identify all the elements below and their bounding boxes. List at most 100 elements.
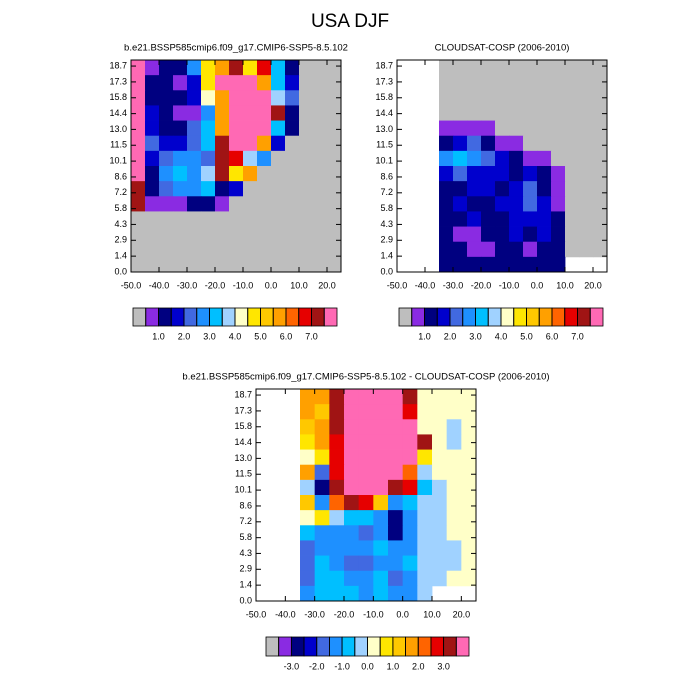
- heatmap-cell: [215, 166, 230, 182]
- heatmap-cell: [579, 226, 594, 243]
- heatmap-cell: [229, 226, 244, 243]
- heatmap-cell: [271, 90, 286, 106]
- heatmap-cell: [159, 241, 174, 258]
- x-tick-label: -30.0: [443, 280, 464, 290]
- heatmap-cell: [453, 181, 468, 197]
- heatmap-cell: [314, 434, 330, 450]
- heatmap-cell: [388, 570, 404, 587]
- heatmap-cell: [131, 105, 146, 121]
- heatmap-cell: [300, 404, 316, 420]
- heatmap-cell: [201, 226, 216, 243]
- heatmap-cell: [446, 495, 462, 511]
- heatmap-cell: [285, 120, 300, 137]
- colorbar-label: 2.0: [412, 661, 425, 671]
- colorbar-label: 7.0: [571, 331, 584, 341]
- heatmap-cell: [537, 135, 552, 152]
- heatmap-cell: [388, 449, 404, 466]
- heatmap-cell: [285, 150, 300, 167]
- heatmap-cell: [523, 135, 538, 152]
- heatmap-cell: [229, 196, 244, 212]
- heatmap-cell: [481, 120, 496, 137]
- heatmap-cell: [271, 60, 286, 76]
- heatmap-cell: [299, 256, 314, 273]
- heatmap-cell: [432, 510, 448, 526]
- colorbar-box: [158, 307, 172, 327]
- heatmap-cell: [159, 150, 174, 167]
- y-tick-label: 18.7: [375, 60, 393, 70]
- heatmap-cell: [453, 120, 468, 137]
- heatmap-cell: [229, 120, 244, 137]
- heatmap-cell: [446, 404, 462, 420]
- heatmap-cell: [327, 226, 342, 243]
- heatmap-cell: [329, 479, 345, 496]
- heatmap-cell: [187, 105, 202, 121]
- heatmap-cell: [579, 75, 594, 91]
- heatmap-cell: [187, 181, 202, 197]
- heatmap-cell: [300, 585, 316, 602]
- y-tick-label: 18.7: [109, 60, 127, 70]
- heatmap-cell: [402, 434, 418, 450]
- heatmap-cell: [593, 196, 608, 212]
- heatmap-cell: [358, 510, 374, 526]
- heatmap-cell: [329, 434, 345, 450]
- heatmap-cell: [329, 555, 345, 572]
- heatmap-cell: [432, 525, 448, 541]
- heatmap-cell: [432, 404, 448, 420]
- heatmap-cell: [481, 60, 496, 76]
- heatmap-cell: [285, 211, 300, 227]
- heatmap-cell: [187, 135, 202, 152]
- heatmap-cell: [300, 434, 316, 450]
- heatmap-cell: [358, 419, 374, 435]
- heatmap-cell: [593, 60, 608, 76]
- heatmap-cell: [467, 196, 482, 212]
- heatmap-cell: [131, 211, 146, 227]
- heatmap-cell: [229, 256, 244, 273]
- heatmap-cell: [314, 419, 330, 435]
- heatmap-cell: [358, 464, 374, 481]
- heatmap-cell: [565, 60, 580, 76]
- colorbar-box: [367, 636, 381, 657]
- heatmap-cell: [229, 181, 244, 197]
- heatmap-cell: [229, 241, 244, 258]
- y-tick-label: 14.4: [234, 437, 252, 447]
- colorbar-box: [500, 307, 515, 327]
- heatmap-cell: [271, 211, 286, 227]
- heatmap-cell: [523, 241, 538, 258]
- heatmap-cell: [344, 525, 360, 541]
- heatmap-cell: [187, 196, 202, 212]
- heatmap-cell: [388, 495, 404, 511]
- heatmap-cell: [495, 256, 510, 273]
- heatmap-cell: [187, 256, 202, 273]
- heatmap-cell: [201, 196, 216, 212]
- heatmap-cell: [215, 135, 230, 152]
- heatmap-cell: [327, 241, 342, 258]
- heatmap-cell: [285, 256, 300, 273]
- heatmap-cell: [257, 226, 272, 243]
- heatmap-cell: [358, 555, 374, 572]
- colorbar-label: 4.0: [495, 331, 508, 341]
- x-tick-label: 10.0: [290, 280, 308, 290]
- heatmap-cell: [159, 256, 174, 273]
- colorbar-box: [265, 636, 280, 657]
- heatmap-cell: [593, 120, 608, 137]
- heatmap-cell: [187, 241, 202, 258]
- heatmap-cell: [551, 166, 566, 182]
- colorbar-box: [323, 307, 338, 327]
- heatmap-cell: [299, 90, 314, 106]
- heatmap-cell: [439, 60, 454, 76]
- heatmap-cell: [327, 60, 342, 76]
- y-tick-label: 17.3: [375, 76, 393, 86]
- heatmap-cell: [300, 525, 316, 541]
- heatmap-cell: [201, 105, 216, 121]
- heatmap-cell: [523, 60, 538, 76]
- heatmap-cell: [551, 105, 566, 121]
- heatmap-cell: [243, 166, 258, 182]
- heatmap-cell: [565, 226, 580, 243]
- heatmap-cell: [358, 585, 374, 602]
- heatmap-cell: [257, 135, 272, 152]
- heatmap-cell: [432, 464, 448, 481]
- y-tick-label: 18.7: [234, 389, 252, 399]
- heatmap-cell: [495, 196, 510, 212]
- x-tick-label: -40.0: [415, 280, 436, 290]
- y-tick-label: 8.6: [380, 171, 393, 181]
